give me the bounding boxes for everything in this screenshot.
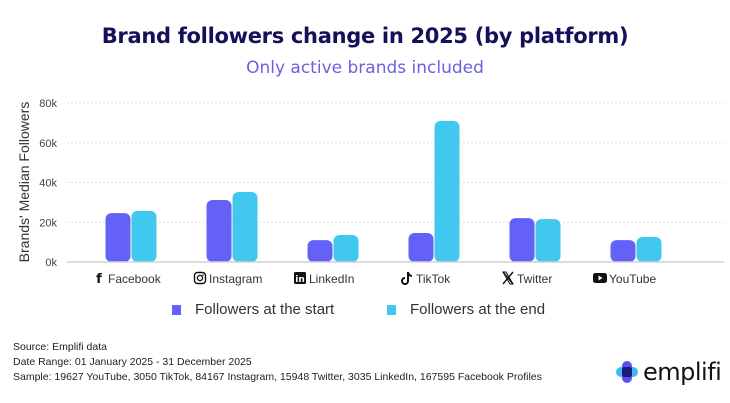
- x-tick-label: Twitter: [517, 272, 552, 286]
- instagram-icon: [193, 271, 207, 285]
- x-tick-label: Facebook: [108, 272, 162, 286]
- y-tick-label: 40k: [39, 178, 57, 190]
- bar-facebook-start: [105, 213, 131, 262]
- bar-instagram-end: [232, 192, 258, 262]
- x-tick-label: YouTube: [609, 272, 656, 286]
- bar-twitter-start: [509, 218, 535, 262]
- youtube-icon: [593, 273, 607, 283]
- chart-title: Brand followers change in 2025 (by platf…: [101, 24, 629, 48]
- bar-facebook-end: [131, 210, 157, 262]
- bar-linkedin-end: [333, 234, 359, 262]
- legend-item-end: Followers at the end: [387, 301, 545, 318]
- x-tick-label: TikTok: [416, 272, 451, 286]
- legend-label-start: Followers at the start: [195, 301, 335, 318]
- x-tick-label: LinkedIn: [309, 272, 354, 286]
- chart-subtitle: Only active brands included: [246, 58, 484, 78]
- footer-source: Source: Emplifi data: [13, 341, 107, 353]
- bar-youtube-end: [636, 236, 662, 262]
- footer-sample: Sample: 19627 YouTube, 3050 TikTok, 8416…: [13, 371, 542, 383]
- legend-item-start: Followers at the start: [172, 301, 334, 318]
- bar-twitter-end: [535, 219, 561, 262]
- bar-tiktok-start: [408, 232, 434, 262]
- footer-date-range: Date Range: 01 January 2025 - 31 Decembe…: [13, 356, 252, 368]
- legend-swatch-start: [172, 304, 181, 315]
- y-axis-label: Brands' Median Followers: [16, 102, 32, 263]
- y-tick-label: 80k: [39, 98, 57, 110]
- legend-label-end: Followers at the end: [410, 301, 546, 318]
- svg-text:in: in: [295, 275, 305, 285]
- emplifi-logo: emplifi: [615, 358, 722, 386]
- y-tick-label: 0k: [45, 257, 57, 269]
- y-tick-label: 20k: [39, 217, 57, 229]
- svg-text:f: f: [96, 272, 102, 287]
- x-twitter-icon: [502, 271, 514, 285]
- emplifi-logo-icon: [616, 361, 638, 383]
- legend-swatch-end: [387, 304, 396, 315]
- bar-tiktok-end: [434, 120, 460, 262]
- tiktok-icon: [401, 271, 413, 285]
- x-tick-label: Instagram: [209, 272, 262, 286]
- facebook-icon: f: [96, 272, 102, 287]
- bar-instagram-start: [206, 199, 232, 262]
- bar-linkedin-start: [307, 240, 333, 262]
- emplifi-logo-text: emplifi: [643, 358, 722, 386]
- bar-youtube-start: [610, 240, 636, 262]
- linkedin-icon: in: [294, 272, 306, 285]
- y-tick-label: 60k: [39, 138, 57, 150]
